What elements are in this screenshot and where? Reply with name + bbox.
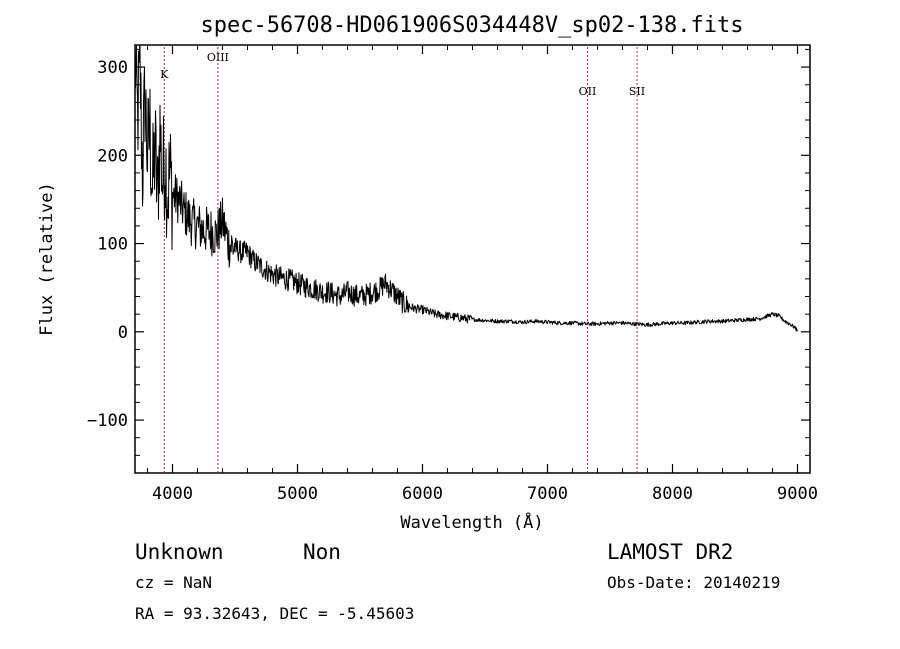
redshift-text: cz = NaN <box>135 573 212 592</box>
x-tick-label: 8000 <box>652 484 693 504</box>
y-tick-label: 200 <box>97 146 128 166</box>
x-axis-label: Wavelength (Å) <box>400 511 543 533</box>
chart-title: spec-56708-HD061906S034448V_sp02-138.fit… <box>200 13 743 38</box>
x-tick-label: 9000 <box>777 484 818 504</box>
x-tick-label: 7000 <box>527 484 568 504</box>
spectral-line-label: OII <box>579 85 597 98</box>
y-axis-label: Flux (relative) <box>37 182 57 336</box>
plot-frame <box>134 44 811 474</box>
x-tick-label: 4000 <box>152 484 193 504</box>
subclass-label: Non <box>303 540 341 564</box>
class-label: Unknown <box>135 540 224 564</box>
coordinates-text: RA = 93.32643, DEC = -5.45603 <box>135 604 414 623</box>
spectrum-line <box>134 45 798 332</box>
spectral-line-label: K <box>160 68 169 81</box>
x-tick-label: 5000 <box>277 484 318 504</box>
y-tick-label: 100 <box>97 235 128 255</box>
survey-label: LAMOST DR2 <box>607 540 733 564</box>
spectral-line-label: SII <box>629 85 645 98</box>
x-tick-label: 6000 <box>402 484 443 504</box>
y-tick-label: 0 <box>118 323 128 343</box>
spectral-line-markers: K OIII OII SII <box>160 47 645 472</box>
y-tick-label: −100 <box>87 411 128 431</box>
obs-date-text: Obs-Date: 20140219 <box>607 573 780 592</box>
spectral-line-label: OIII <box>207 51 229 64</box>
y-tick-label: 300 <box>97 58 128 78</box>
x-axis: 4000 5000 6000 7000 8000 9000 <box>147 45 818 504</box>
y-axis: −100 0 100 200 300 <box>87 48 810 456</box>
